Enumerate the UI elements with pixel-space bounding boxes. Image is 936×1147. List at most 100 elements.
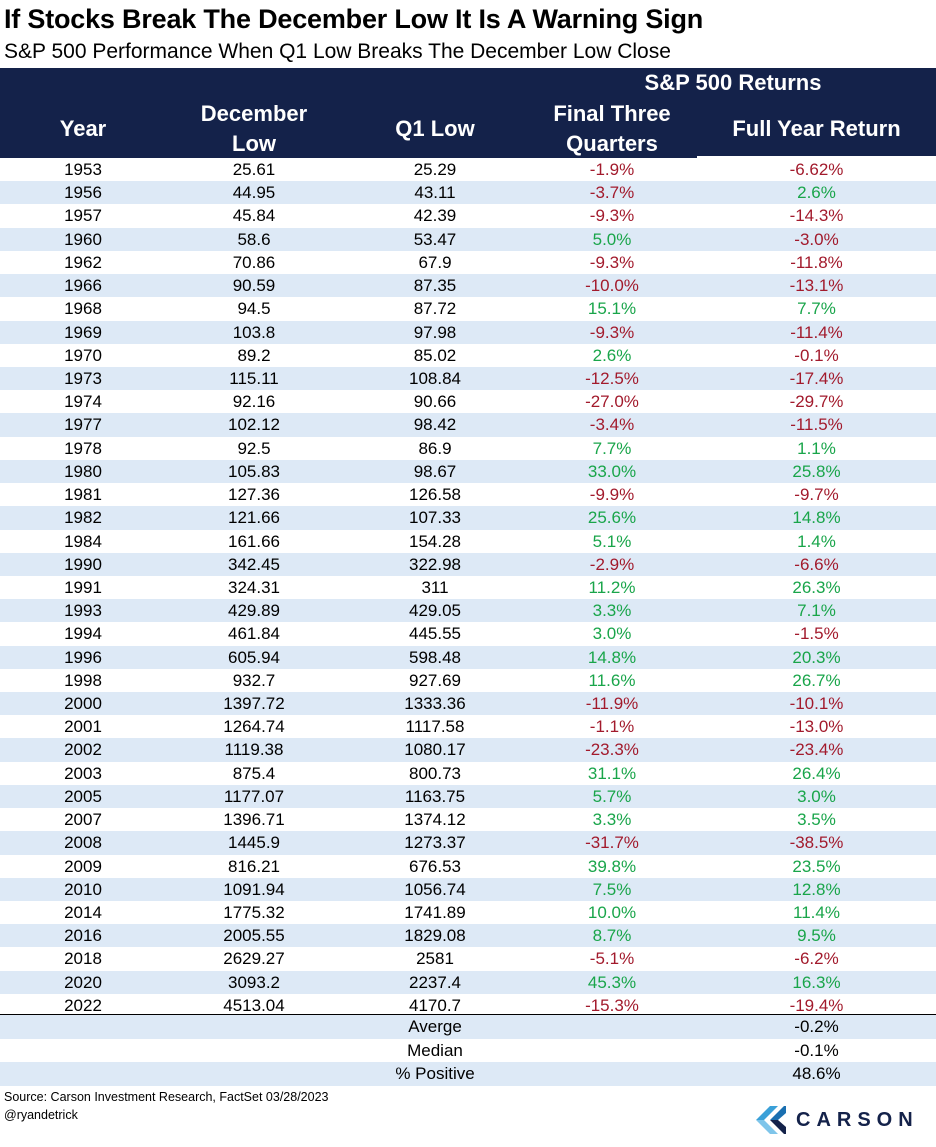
carson-logo: CARSON [756,1103,926,1139]
cell-year: 2003 [64,763,102,783]
cell-full-year-return: 2.6% [797,183,836,203]
cell-q1-low: 445.55 [409,624,461,644]
cell-full-year-return: 26.7% [792,670,841,690]
summary-label: Averge [408,1017,462,1036]
cell-final-three-quarters: 33.0% [587,461,637,481]
cell-year: 2010 [64,879,102,899]
table-row: 1977 102.12 98.42 -3.4% -11.5% [0,413,936,437]
table-row: 2007 1396.71 1374.12 3.3% 3.5% [0,808,936,831]
cell-december-low: 2629.27 [223,949,285,969]
cell-q1-low: 86.9 [418,438,452,458]
table-row: 1984 161.66 154.28 5.1% 1.4% [0,530,936,553]
cell-q1-low: 90.66 [413,392,457,412]
cell-q1-low: 1056.74 [404,879,466,899]
cell-final-three-quarters: 39.8% [587,856,637,876]
cell-q1-low: 1374.12 [404,810,466,830]
cell-q1-low: 107.33 [409,508,461,528]
cell-december-low: 89.2 [237,345,271,365]
summary-label: % Positive [395,1064,475,1083]
cell-december-low: 1264.74 [223,717,285,737]
cell-final-three-quarters: 8.7% [592,926,632,946]
cell-year: 1998 [64,670,102,690]
cell-full-year-return: -19.4% [789,995,844,1015]
cell-full-year-return: -10.1% [789,694,844,714]
cell-final-three-quarters: 5.0% [592,229,632,249]
cell-december-low: 44.95 [232,183,276,203]
cell-december-low: 58.6 [237,229,271,249]
cell-full-year-return: 12.8% [792,879,841,899]
cell-year: 2009 [64,856,102,876]
cell-december-low: 342.45 [228,554,280,574]
cell-year: 1982 [64,508,102,528]
cell-december-low: 605.94 [228,647,280,667]
table-row: 1973 115.11 108.84 -12.5% -17.4% [0,366,936,391]
author-handle: @ryandetrick [4,1108,78,1122]
table-row: 2008 1445.9 1273.37 -31.7% -38.5% [0,831,936,855]
table-row: 1996 605.94 598.48 14.8% 20.3% [0,645,936,669]
summary-value: -0.2% [794,1017,839,1036]
cell-december-low: 121.66 [228,508,280,528]
table-row: 2018 2629.27 2581 -5.1% -6.2% [0,947,936,970]
carson-logo-icon [756,1106,786,1134]
cell-december-low: 429.89 [228,601,280,621]
summary-row: % Positive 48.6% [0,1062,936,1086]
cell-q1-low: 87.35 [413,276,457,296]
cell-december-low: 127.36 [228,485,280,505]
cell-q1-low: 322.98 [409,554,461,574]
cell-year: 2007 [64,810,102,830]
cell-final-three-quarters: 5.1% [592,531,632,551]
cell-december-low: 1091.94 [223,879,285,899]
cell-year: 1953 [64,160,102,179]
cell-december-low: 90.59 [232,276,276,296]
table-row: 1974 92.16 90.66 -27.0% -29.7% [0,390,936,413]
cell-full-year-return: 26.3% [792,577,841,597]
summary-value: 48.6% [792,1064,841,1083]
cell-full-year-return: 20.3% [792,647,841,667]
table-row: 1966 90.59 87.35 -10.0% -13.1% [0,274,936,298]
cell-full-year-return: 11.4% [793,903,840,922]
cell-final-three-quarters: -23.3% [585,740,639,760]
table-row: 2014 1775.32 1741.89 10.0% 11.4% [0,901,936,924]
cell-december-low: 25.61 [232,160,276,179]
cell-q1-low: 1273.37 [404,833,466,853]
table-body: 1953 25.61 25.29 -1.9% -6.62% 1956 44.95 43.11 -… [0,158,936,1017]
cell-year: 1962 [64,252,102,272]
page-subtitle: S&P 500 Performance When Q1 Low Breaks T… [4,40,671,63]
table-row: 2020 3093.2 2237.4 45.3% 16.3% [0,970,936,994]
cell-year: 1978 [64,438,102,458]
header-year: Year [59,116,107,141]
table-row: 1978 92.5 86.9 7.7% 1.1% [0,437,936,460]
cell-full-year-return: 7.1% [797,601,836,621]
header-final-three-line1: Final Three [553,101,671,126]
cell-q1-low: 1163.75 [404,786,466,806]
carson-logo-text: CARSON [796,1109,919,1131]
cell-year: 1981 [64,485,102,505]
table-row: 2010 1091.94 1056.74 7.5% 12.8% [0,877,936,901]
cell-december-low: 92.16 [232,392,276,412]
cell-final-three-quarters: 25.6% [587,508,637,528]
cell-full-year-return: 1.4% [797,531,836,551]
cell-q1-low: 311 [421,577,449,597]
cell-december-low: 1445.9 [228,833,280,853]
cell-q1-low: 98.42 [413,415,457,435]
table-row: 1956 44.95 43.11 -3.7% 2.6% [0,181,936,205]
cell-full-year-return: 25.8% [792,461,841,481]
cell-full-year-return: -13.0% [789,717,844,737]
cell-final-three-quarters: 45.3% [587,972,637,992]
cell-full-year-return: -0.1% [794,345,839,365]
cell-year: 1957 [64,206,102,226]
cell-year: 1970 [64,345,102,365]
table-row: 1980 105.83 98.67 33.0% 25.8% [0,459,936,484]
table-row: 1994 461.84 445.55 3.0% -1.5% [0,622,936,645]
cell-q1-low: 108.84 [409,368,461,388]
table-row: 1998 932.7 927.69 11.6% 26.7% [0,669,936,692]
cell-year: 2005 [64,786,102,806]
cell-year: 2018 [64,949,102,969]
cell-year: 1973 [64,368,102,388]
cell-december-low: 161.66 [228,531,280,551]
cell-final-three-quarters: -1.1% [589,717,635,737]
table-row: 2009 816.21 676.53 39.8% 23.5% [0,855,936,878]
header-group-returns: S&P 500 Returns [644,70,822,95]
cell-q1-low: 87.72 [413,299,457,319]
table-row: 1990 342.45 322.98 -2.9% -6.6% [0,552,936,576]
